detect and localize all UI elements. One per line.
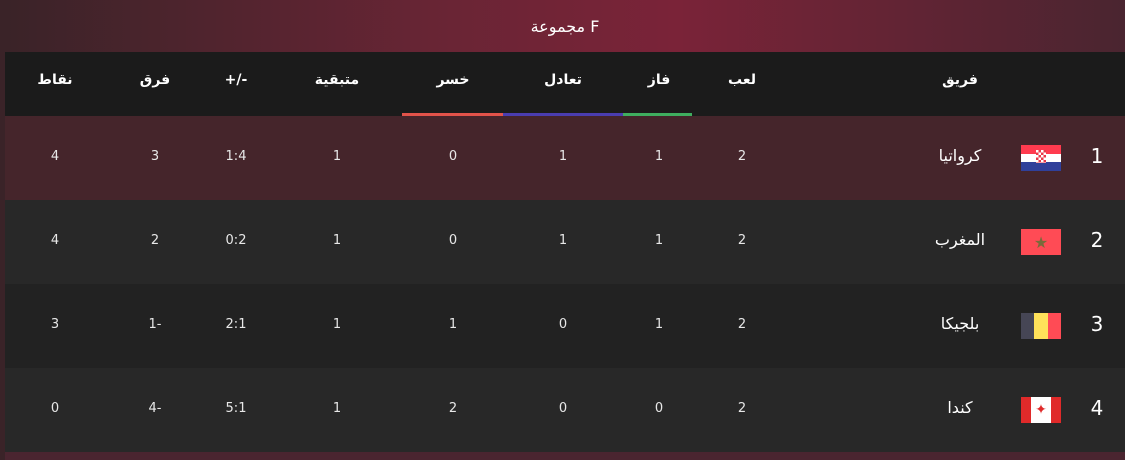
points: 3 (50, 317, 60, 332)
header-remaining: متبقية (314, 72, 360, 88)
header-lost: خسر (436, 72, 470, 88)
won: 1 (654, 233, 664, 248)
team-name[interactable]: المغرب (934, 230, 986, 249)
won: 1 (654, 317, 664, 332)
morocco-flag-icon: ★ (1021, 229, 1061, 255)
drawn: 1 (558, 233, 568, 248)
remaining: 1 (332, 149, 342, 164)
header-points: نقاط (37, 72, 73, 88)
lost: 0 (448, 233, 458, 248)
rank: 4 (1090, 396, 1104, 420)
goals: 5:1 (225, 401, 247, 416)
played: 2 (737, 149, 747, 164)
table-footer (5, 452, 1125, 460)
points: 0 (50, 401, 60, 416)
points: 4 (50, 233, 60, 248)
header-won: فاز (647, 72, 671, 88)
lost: 2 (448, 401, 458, 416)
group-title-text: مجموعة F (530, 16, 600, 36)
won: 1 (654, 149, 664, 164)
drawn: 0 (558, 317, 568, 332)
played: 2 (737, 317, 747, 332)
header-diff: فرق (139, 72, 171, 88)
drawn: 0 (558, 401, 568, 416)
table-header: فريق لعب فاز تعادل خسر متبقية +/- فرق نق… (5, 52, 1125, 116)
lost: 1 (448, 317, 458, 332)
rank: 2 (1090, 228, 1104, 252)
lost-underline (402, 113, 503, 116)
played: 2 (737, 401, 747, 416)
won: 0 (654, 401, 664, 416)
header-goals: +/- (224, 72, 248, 88)
header-drawn: تعادل (544, 72, 582, 88)
goals: 2:1 (225, 317, 247, 332)
table-row[interactable]: 4 ✦ كندا 2 0 0 2 1 5:1 4- 0 (5, 368, 1125, 452)
goal-diff: 2 (150, 233, 160, 248)
goals: 1:4 (225, 149, 247, 164)
croatia-flag-icon (1021, 145, 1061, 171)
lost: 0 (448, 149, 458, 164)
team-name[interactable]: كندا (947, 398, 973, 417)
goal-diff: 1- (148, 317, 162, 332)
table-row[interactable]: 3 بلجيكا 2 1 0 1 1 2:1 1- 3 (5, 284, 1125, 368)
drawn-underline (503, 113, 623, 116)
goal-diff: 4- (148, 401, 162, 416)
belgium-flag-icon (1021, 313, 1061, 339)
played: 2 (737, 233, 747, 248)
header-team: فريق (942, 72, 978, 88)
table-row[interactable]: 1 كرواتيا 2 1 1 0 1 1:4 3 4 (5, 116, 1125, 200)
table-row[interactable]: 2 ★ المغرب 2 1 1 0 1 0:2 2 4 (5, 200, 1125, 284)
remaining: 1 (332, 233, 342, 248)
team-name[interactable]: بلجيكا (940, 314, 980, 333)
group-title: مجموعة F (5, 0, 1125, 52)
goals: 0:2 (225, 233, 247, 248)
won-underline (623, 113, 692, 116)
drawn: 1 (558, 149, 568, 164)
team-name[interactable]: كرواتيا (938, 146, 982, 165)
remaining: 1 (332, 401, 342, 416)
goal-diff: 3 (150, 149, 160, 164)
canada-flag-icon: ✦ (1021, 397, 1061, 423)
header-played: لعب (728, 72, 756, 88)
points: 4 (50, 149, 60, 164)
remaining: 1 (332, 317, 342, 332)
rank: 3 (1090, 312, 1104, 336)
rank: 1 (1090, 144, 1104, 168)
